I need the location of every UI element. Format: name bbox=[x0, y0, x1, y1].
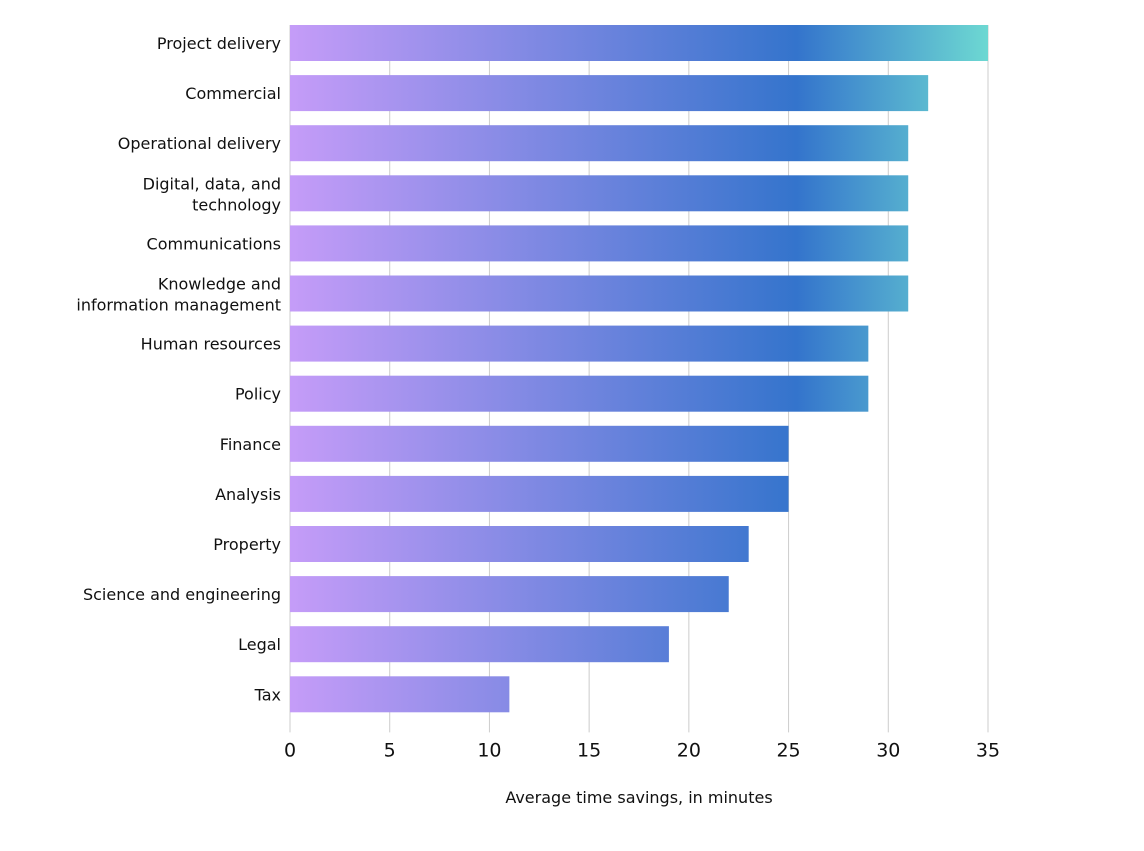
category-label: Policy bbox=[235, 385, 281, 404]
bar bbox=[290, 676, 510, 713]
category-label: Analysis bbox=[215, 485, 281, 504]
bar bbox=[290, 526, 749, 562]
bar bbox=[290, 25, 988, 61]
category-label: Human resources bbox=[141, 335, 281, 354]
x-tick-label: 30 bbox=[876, 739, 900, 761]
category-label: Communications bbox=[147, 234, 281, 253]
bar bbox=[290, 325, 869, 362]
category-label: Science and engineering bbox=[83, 585, 281, 604]
category-label: Digital, data, and technology bbox=[143, 174, 281, 214]
bar bbox=[290, 425, 789, 462]
x-tick-label: 15 bbox=[577, 739, 601, 761]
bar bbox=[290, 475, 789, 512]
x-axis-label: Average time savings, in minutes bbox=[505, 788, 772, 807]
x-tick-label: 0 bbox=[284, 739, 296, 761]
category-label: Commercial bbox=[185, 84, 281, 103]
bar bbox=[290, 275, 909, 312]
category-label: Knowledge and information management bbox=[76, 275, 281, 315]
x-tick-label: 25 bbox=[776, 739, 800, 761]
bar bbox=[290, 75, 929, 112]
bar bbox=[290, 576, 729, 613]
x-tick-label: 20 bbox=[677, 739, 701, 761]
bars bbox=[290, 25, 988, 713]
x-tick-label: 10 bbox=[477, 739, 501, 761]
bar bbox=[290, 125, 909, 162]
category-label: Operational delivery bbox=[118, 134, 281, 153]
x-tick-label: 5 bbox=[384, 739, 396, 761]
bar bbox=[290, 175, 909, 212]
category-label: Project delivery bbox=[157, 34, 281, 53]
category-label: Property bbox=[213, 535, 281, 554]
category-labels: Project delivery Commercial Operational de… bbox=[76, 34, 281, 704]
x-tick-label: 35 bbox=[976, 739, 1000, 761]
bar bbox=[290, 375, 869, 412]
bar bbox=[290, 225, 909, 262]
category-label: Finance bbox=[220, 435, 281, 454]
x-tick-labels: 0 5 10 15 20 25 30 35 bbox=[284, 739, 1000, 761]
bar bbox=[290, 626, 669, 663]
category-label: Tax bbox=[254, 685, 281, 704]
category-label: Legal bbox=[238, 635, 281, 654]
